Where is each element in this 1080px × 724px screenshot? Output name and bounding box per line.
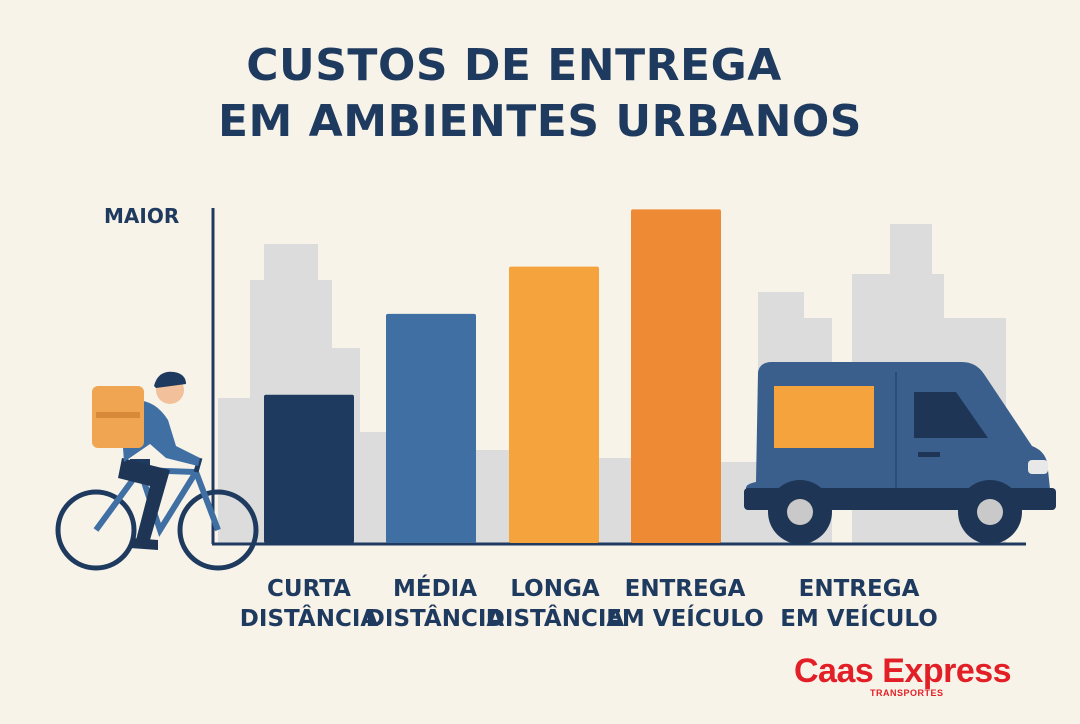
x-tick-label-curta-distancia: CURTA DISTÂNCIA [224,574,394,634]
x-tick-label-line: MÉDIA [392,576,478,602]
bicycle-courier-illustration [55,371,259,571]
x-tick-label-line: ENTREGA [624,576,746,602]
chart-title-line-2: EM AMBIENTES URBANOS [218,96,862,147]
bar-média-distância [386,313,476,543]
delivery-van-illustration [744,362,1056,544]
x-tick-label-line: EM VEÍCULO [780,606,938,632]
bar-entrega-em veículo [631,209,721,543]
brand-logo-name: Caas Express [794,652,1012,690]
x-tick-label-media-distancia: MÉDIA DISTÂNCIA [350,574,520,634]
chart-title-line-1: CUSTOS DE ENTREGA [246,40,782,91]
x-tick-label-longa-distancia: LONGA DISTÂNCIA [470,574,640,634]
x-tick-label-line: DISTÂNCIA [485,606,625,632]
x-tick-label-entrega-em-veiculo-van: ENTREGA EM VEÍCULO [774,574,944,634]
y-axis-label: MAIOR [104,204,180,228]
x-tick-label-line: DISTÂNCIA [239,606,379,632]
bars-group [264,209,721,543]
x-tick-label-entrega-em-veiculo: ENTREGA EM VEÍCULO [600,574,770,634]
bar-curta-distância [264,394,354,543]
x-tick-label-line: EM VEÍCULO [606,606,764,632]
bar-longa-distância [509,266,599,543]
x-tick-label-line: ENTREGA [798,576,920,602]
x-tick-label-line: DISTÂNCIA [365,606,505,632]
brand-logo-tagline: TRANSPORTES [870,688,944,698]
x-tick-label-line: LONGA [510,576,600,602]
x-tick-label-line: CURTA [267,576,351,602]
